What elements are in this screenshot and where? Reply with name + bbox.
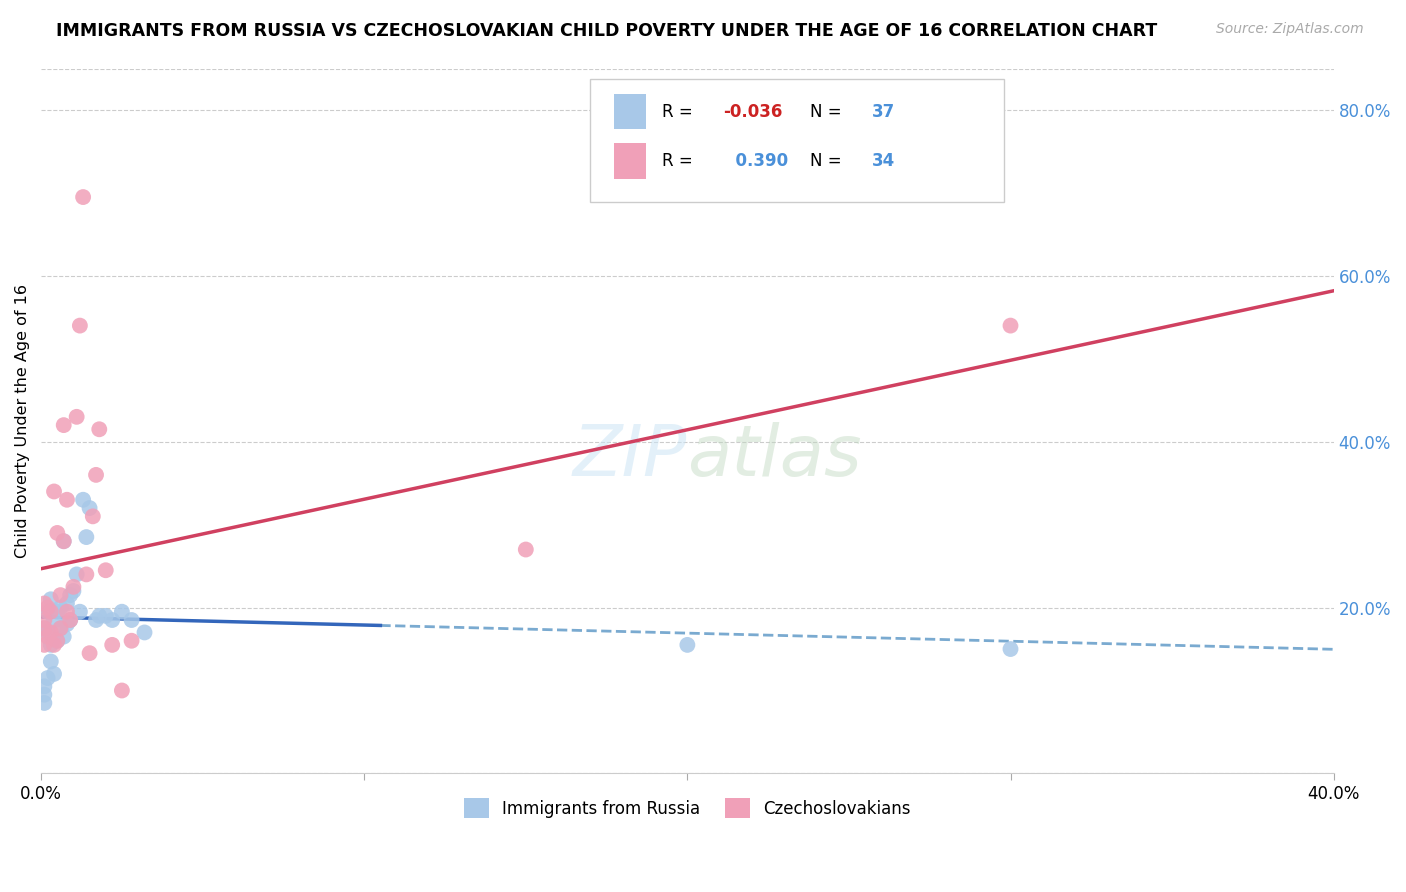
Point bbox=[34, 621, 56, 635]
Point bbox=[94, 608, 117, 623]
Point bbox=[59, 613, 82, 627]
Point bbox=[52, 630, 75, 644]
Point bbox=[52, 418, 75, 433]
Point bbox=[56, 492, 79, 507]
Text: -0.036: -0.036 bbox=[724, 103, 783, 121]
Point bbox=[515, 542, 537, 557]
Text: 0.390: 0.390 bbox=[724, 152, 787, 170]
Point bbox=[101, 638, 124, 652]
Point bbox=[52, 534, 75, 549]
Point bbox=[1000, 318, 1022, 333]
Point bbox=[37, 630, 59, 644]
Text: atlas: atlas bbox=[688, 422, 862, 491]
Text: ZIP: ZIP bbox=[574, 422, 688, 491]
Point bbox=[121, 613, 143, 627]
Point bbox=[46, 633, 69, 648]
Point bbox=[34, 613, 56, 627]
Point bbox=[62, 580, 84, 594]
Point bbox=[42, 613, 65, 627]
Point bbox=[676, 638, 699, 652]
Point bbox=[82, 509, 104, 524]
Point bbox=[56, 617, 79, 632]
Point bbox=[37, 671, 59, 685]
Point bbox=[49, 588, 72, 602]
Text: 37: 37 bbox=[872, 103, 896, 121]
Text: 34: 34 bbox=[872, 152, 896, 170]
Point bbox=[46, 633, 69, 648]
Point bbox=[89, 422, 111, 436]
Point bbox=[72, 492, 94, 507]
Point bbox=[56, 596, 79, 610]
Point bbox=[49, 600, 72, 615]
Point bbox=[94, 563, 117, 577]
Point bbox=[121, 633, 143, 648]
Legend: Immigrants from Russia, Czechoslovakians: Immigrants from Russia, Czechoslovakians bbox=[457, 791, 918, 825]
Point bbox=[79, 646, 101, 660]
FancyBboxPatch shape bbox=[613, 95, 645, 129]
Point bbox=[62, 584, 84, 599]
Point bbox=[69, 318, 91, 333]
Point bbox=[56, 605, 79, 619]
Point bbox=[37, 605, 59, 619]
Point bbox=[34, 621, 56, 635]
Point bbox=[34, 696, 56, 710]
Text: IMMIGRANTS FROM RUSSIA VS CZECHOSLOVAKIAN CHILD POVERTY UNDER THE AGE OF 16 CORR: IMMIGRANTS FROM RUSSIA VS CZECHOSLOVAKIA… bbox=[56, 22, 1157, 40]
Point bbox=[42, 484, 65, 499]
FancyBboxPatch shape bbox=[591, 79, 1004, 202]
Text: R =: R = bbox=[662, 152, 697, 170]
Point bbox=[84, 613, 107, 627]
Point bbox=[42, 667, 65, 681]
Point bbox=[34, 688, 56, 702]
Text: Source: ZipAtlas.com: Source: ZipAtlas.com bbox=[1216, 22, 1364, 37]
Point bbox=[34, 596, 56, 610]
Point bbox=[39, 655, 62, 669]
Point bbox=[111, 605, 134, 619]
Point bbox=[34, 638, 56, 652]
FancyBboxPatch shape bbox=[613, 144, 645, 178]
Text: N =: N = bbox=[810, 103, 846, 121]
Point bbox=[134, 625, 156, 640]
Point bbox=[89, 608, 111, 623]
Point bbox=[46, 525, 69, 540]
Point bbox=[111, 683, 134, 698]
Point bbox=[39, 638, 62, 652]
Point bbox=[34, 679, 56, 693]
Point bbox=[39, 625, 62, 640]
Point bbox=[84, 467, 107, 482]
Point bbox=[66, 567, 89, 582]
Point bbox=[37, 625, 59, 640]
Point bbox=[72, 190, 94, 204]
Point bbox=[52, 534, 75, 549]
Text: R =: R = bbox=[662, 103, 697, 121]
Point bbox=[59, 588, 82, 602]
Point bbox=[59, 613, 82, 627]
Point bbox=[69, 605, 91, 619]
Point bbox=[79, 501, 101, 516]
Point bbox=[66, 409, 89, 424]
Point bbox=[42, 638, 65, 652]
Point bbox=[37, 600, 59, 615]
Point bbox=[101, 613, 124, 627]
Point bbox=[75, 567, 97, 582]
Point bbox=[49, 621, 72, 635]
Point bbox=[46, 605, 69, 619]
Point bbox=[39, 605, 62, 619]
Point bbox=[75, 530, 97, 544]
Point bbox=[39, 592, 62, 607]
Point bbox=[1000, 642, 1022, 657]
Y-axis label: Child Poverty Under the Age of 16: Child Poverty Under the Age of 16 bbox=[15, 284, 30, 558]
Text: N =: N = bbox=[810, 152, 846, 170]
Point bbox=[49, 621, 72, 635]
